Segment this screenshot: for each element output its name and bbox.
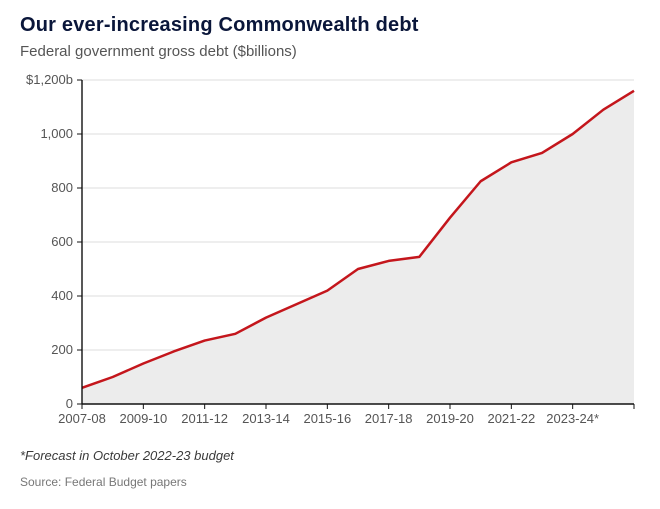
x-tick-label: 2013-14 xyxy=(242,411,290,426)
y-tick-label: 400 xyxy=(51,288,73,303)
x-tick-label: 2021-22 xyxy=(487,411,535,426)
x-tick-label: 2011-12 xyxy=(181,411,228,426)
y-tick-label: $1,200b xyxy=(26,74,73,87)
y-tick-label: 1,000 xyxy=(40,126,73,141)
chart-title: Our ever-increasing Commonwealth debt xyxy=(20,14,640,37)
area-fill xyxy=(82,91,634,404)
y-tick-label: 600 xyxy=(51,234,73,249)
chart-svg: 0 200 400 600 800 1,000 $1,200b 2007-08 2009-10 2… xyxy=(20,74,640,434)
y-tick-label: 200 xyxy=(51,342,73,357)
x-tick-label: 2019-20 xyxy=(426,411,474,426)
chart-footnote: *Forecast in October 2022-23 budget xyxy=(20,448,640,463)
chart-source: Source: Federal Budget papers xyxy=(20,475,640,489)
y-tick-label: 800 xyxy=(51,180,73,195)
x-tick-label: 2023-24* xyxy=(546,411,599,426)
y-tick-label: 0 xyxy=(66,396,73,411)
x-tick-label: 2009-10 xyxy=(119,411,167,426)
chart-area: 0 200 400 600 800 1,000 $1,200b 2007-08 2009-10 2… xyxy=(20,74,640,434)
x-tick-label: 2015-16 xyxy=(303,411,351,426)
chart-subtitle: Federal government gross debt ($billions… xyxy=(20,43,640,60)
x-tick-label: 2007-08 xyxy=(58,411,106,426)
x-tick-label: 2017-18 xyxy=(365,411,413,426)
